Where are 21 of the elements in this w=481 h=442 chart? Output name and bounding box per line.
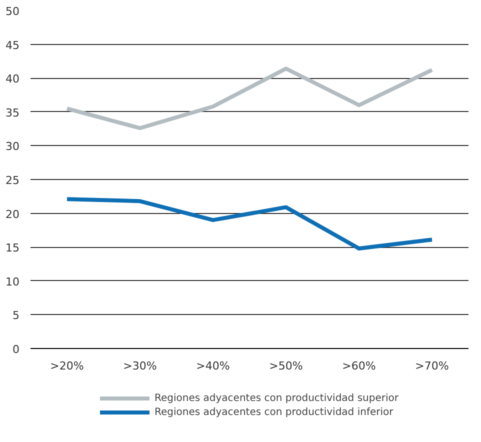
y-tick-label: 25: [6, 174, 20, 187]
legend-label: Regiones adyacentes con productividad inferior: [154, 406, 394, 419]
x-tick-label: >30%: [123, 360, 157, 372]
legend-label: Regiones adyacentes con productividad superior: [154, 392, 398, 405]
x-tick-label: >40%: [196, 360, 230, 372]
line-series: [65, 66, 434, 130]
x-tick-label: >60%: [342, 360, 376, 372]
y-tick-label: 5: [12, 309, 20, 322]
y-tick-label: 45: [6, 38, 20, 52]
x-tick-label: >20%: [50, 360, 84, 372]
x-tick-label: >70%: [415, 360, 449, 372]
line-series: [65, 197, 434, 250]
y-tick-label: 30: [6, 140, 20, 154]
y-tick-label: 35: [6, 106, 20, 120]
y-tick-label: 10: [6, 275, 20, 288]
x-tick-label: >50%: [269, 360, 303, 372]
y-tick-label: 0: [12, 343, 20, 356]
y-tick-label: 20: [6, 208, 20, 221]
y-tick-label: 15: [6, 242, 20, 255]
y-tick-label: 40: [6, 72, 20, 86]
y-tick-label: 50: [6, 5, 20, 18]
